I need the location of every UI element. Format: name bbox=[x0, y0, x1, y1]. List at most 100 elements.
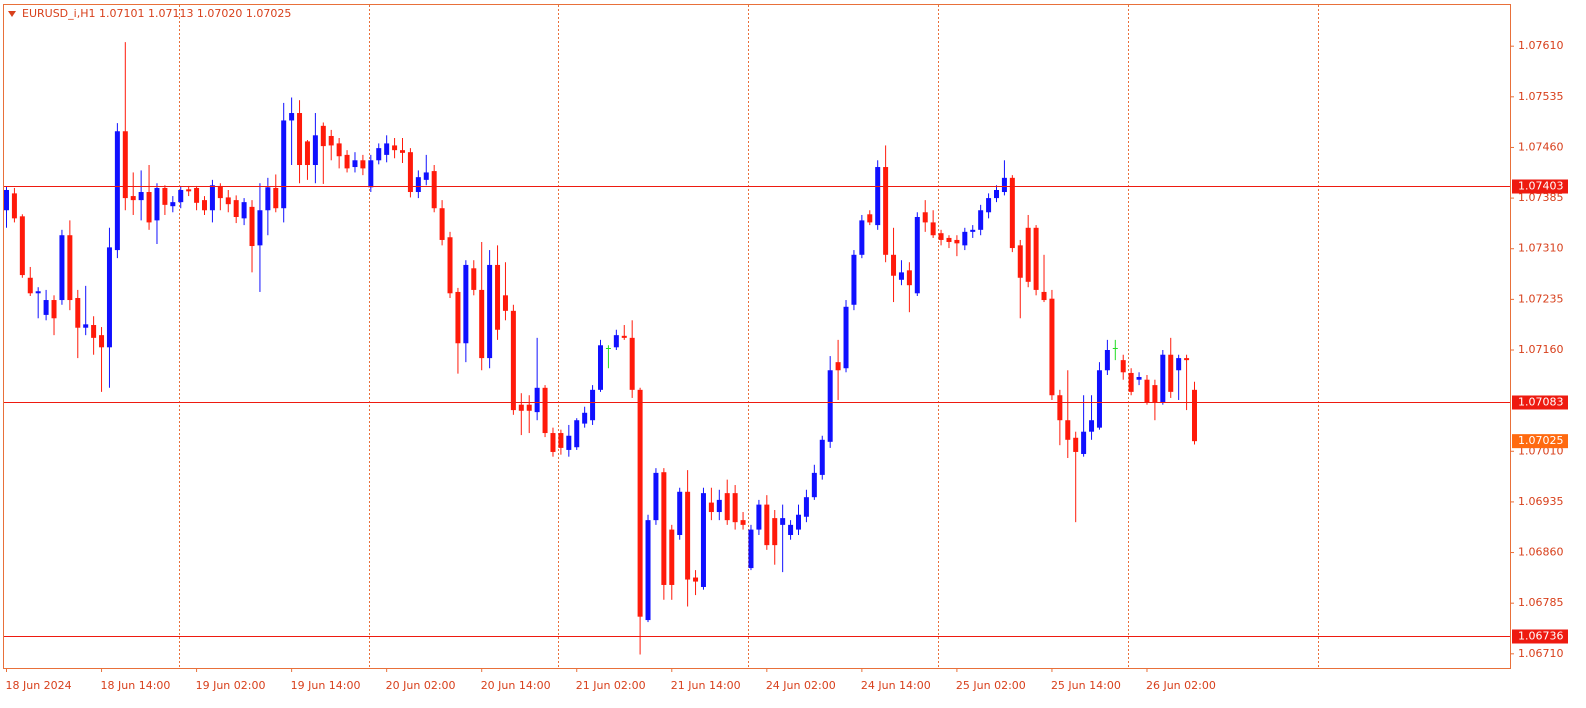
candle-body bbox=[811, 472, 817, 498]
candle-body bbox=[906, 270, 912, 286]
candle-body bbox=[194, 187, 200, 203]
candle-body bbox=[209, 185, 215, 211]
candle-body bbox=[487, 264, 493, 359]
candle-body bbox=[891, 254, 897, 276]
x-tick-label: 24 Jun 14:00 bbox=[861, 679, 931, 692]
candle-body bbox=[621, 335, 627, 338]
candle-body bbox=[843, 306, 849, 369]
x-tick-label: 20 Jun 02:00 bbox=[386, 679, 456, 692]
candle-body bbox=[859, 220, 865, 255]
candle-body bbox=[598, 345, 603, 390]
candle-body bbox=[1192, 389, 1197, 442]
y-tick-label: 1.06935 bbox=[1518, 495, 1564, 508]
x-tick-label: 20 Jun 14:00 bbox=[481, 679, 551, 692]
y-tick-label: 1.07235 bbox=[1518, 292, 1564, 305]
candle-body bbox=[629, 337, 635, 390]
candle-body bbox=[249, 206, 255, 247]
candle-body bbox=[423, 172, 429, 180]
candle-body bbox=[550, 433, 556, 452]
level-label: 1.07083 bbox=[1518, 396, 1564, 409]
bid-label: 1.07025 bbox=[1518, 434, 1564, 447]
candle-body bbox=[669, 529, 675, 585]
candle-body bbox=[91, 325, 97, 338]
candle-body bbox=[154, 187, 160, 221]
candle-body bbox=[1041, 291, 1047, 301]
candle-body bbox=[772, 518, 778, 546]
candle-body bbox=[455, 291, 461, 344]
candle-body bbox=[75, 298, 81, 328]
candle-body bbox=[685, 491, 691, 580]
candle-body bbox=[106, 247, 112, 348]
candle-body bbox=[83, 324, 89, 328]
candle-body bbox=[613, 335, 619, 348]
candle-body bbox=[898, 272, 904, 280]
candle-body bbox=[114, 131, 120, 251]
candle-body bbox=[1144, 379, 1150, 402]
candle-body bbox=[1073, 437, 1079, 452]
candle-body bbox=[304, 141, 310, 166]
candle-body bbox=[1104, 350, 1110, 371]
candle-body bbox=[946, 237, 952, 242]
candle-body bbox=[225, 197, 231, 205]
candle-body bbox=[297, 113, 303, 166]
candle-body bbox=[930, 222, 936, 236]
candle-body bbox=[851, 254, 857, 305]
candle-body bbox=[1128, 372, 1134, 392]
candle-body bbox=[534, 387, 540, 413]
x-tick-label: 25 Jun 02:00 bbox=[956, 679, 1026, 692]
candle-body bbox=[368, 160, 374, 188]
candle-body bbox=[344, 154, 350, 169]
y-tick-label: 1.06785 bbox=[1518, 596, 1564, 609]
x-tick-label: 26 Jun 02:00 bbox=[1146, 679, 1216, 692]
candle-body bbox=[59, 235, 65, 301]
candle-body bbox=[566, 435, 572, 450]
y-tick-label: 1.07160 bbox=[1518, 343, 1564, 356]
candle-body bbox=[463, 264, 469, 344]
candle-body bbox=[875, 167, 881, 226]
candle-body bbox=[312, 135, 318, 166]
plot-frame bbox=[3, 4, 1511, 669]
candle-body bbox=[827, 370, 833, 442]
y-tick-label: 1.07310 bbox=[1518, 242, 1564, 255]
candle-body bbox=[67, 235, 73, 301]
candle-body bbox=[1136, 377, 1142, 380]
candle-body bbox=[289, 113, 295, 121]
candle-body bbox=[732, 493, 738, 523]
chart-title: EURUSD_i,H1 1.07101 1.07113 1.07020 1.07… bbox=[22, 7, 291, 20]
candle-body bbox=[740, 520, 746, 525]
level-label-box bbox=[1512, 179, 1568, 194]
candle-body bbox=[518, 404, 524, 411]
candle-body bbox=[1152, 385, 1158, 402]
candle-body bbox=[19, 216, 25, 276]
x-tick-label: 19 Jun 02:00 bbox=[196, 679, 266, 692]
y-tick-label: 1.07535 bbox=[1518, 90, 1564, 103]
candle-body bbox=[510, 310, 516, 411]
candle-body bbox=[780, 518, 786, 525]
candle-body bbox=[1025, 227, 1031, 282]
candle-body bbox=[922, 212, 928, 223]
y-tick-label: 1.06710 bbox=[1518, 647, 1564, 660]
candle-body bbox=[11, 193, 17, 219]
candle-body bbox=[914, 216, 920, 294]
level-label: 1.07403 bbox=[1518, 180, 1564, 193]
candle-body bbox=[756, 504, 762, 530]
y-tick-label: 1.07460 bbox=[1518, 140, 1564, 153]
candle-body bbox=[1009, 177, 1015, 249]
candle-body bbox=[526, 404, 532, 411]
candle-body bbox=[867, 214, 873, 223]
menu-triangle bbox=[8, 11, 16, 17]
candle-body bbox=[994, 189, 999, 199]
candle-body bbox=[400, 150, 405, 153]
candle-body bbox=[1017, 245, 1023, 278]
candle-body bbox=[803, 497, 809, 517]
candle-body bbox=[978, 210, 984, 230]
x-tick-label: 19 Jun 14:00 bbox=[291, 679, 361, 692]
candle-body bbox=[574, 420, 580, 448]
candle-body bbox=[273, 187, 279, 209]
candle-body bbox=[471, 268, 477, 290]
candle-body bbox=[99, 335, 105, 348]
candle-body bbox=[1065, 420, 1071, 440]
candle-body bbox=[677, 491, 683, 535]
x-tick-label: 21 Jun 02:00 bbox=[576, 679, 646, 692]
